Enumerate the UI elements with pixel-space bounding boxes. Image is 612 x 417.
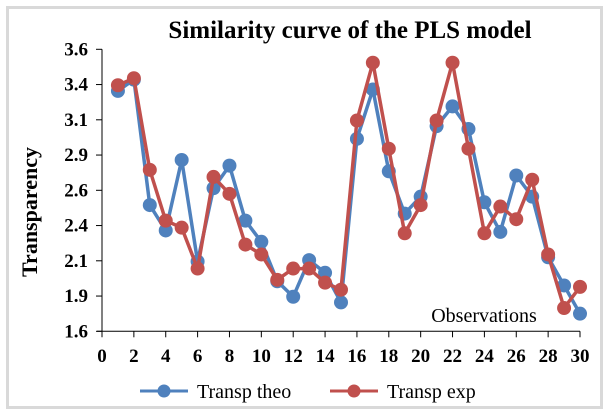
data-point [525,172,540,187]
legend-marker [347,384,361,398]
data-point [541,247,556,262]
data-point [238,237,253,252]
data-point [222,186,237,201]
legend-label: Transp theo [197,381,291,403]
data-point [509,168,524,183]
y-tick-label: 2.1 [64,251,88,272]
data-point [206,169,221,184]
axes: 1.61.92.12.42.62.93.13.43.60 2 4 6 8 10 12 14 16… [64,39,589,367]
data-point [349,113,364,128]
data-point [270,272,285,287]
y-tick-label: 2.6 [64,180,88,201]
series-transp-exp [110,55,587,316]
x-tick-label: 14 [316,346,336,367]
data-point [461,141,476,156]
x-tick-label: 16 [347,346,366,367]
data-point [142,198,157,213]
data-point [286,261,301,276]
data-point [286,289,301,304]
data-point [302,261,317,276]
data-point [318,265,333,280]
x-tick-label: 10 [252,346,271,367]
data-point [557,278,572,293]
legend-label: Transp exp [387,381,476,403]
data-point [397,226,412,241]
data-point [158,223,173,238]
x-tick-label: 26 [507,346,526,367]
data-point [158,213,173,228]
x-tick-label: 2 [129,346,139,367]
x-tick-label: 20 [411,346,430,367]
x-tick-label: 6 [193,346,203,367]
data-point [142,162,157,177]
y-tick-label: 1.6 [64,321,88,342]
data-point [557,301,572,316]
data-point [413,198,428,213]
legend-item: Transp theo [140,381,291,403]
data-point [254,234,269,249]
legend-item: Transp exp [330,381,476,403]
data-point [110,78,125,93]
data-point [126,71,141,86]
x-axis-title: Observations [431,305,537,327]
data-point [222,158,237,173]
y-tick-label: 3.1 [64,110,88,131]
x-tick-label: 24 [475,346,495,367]
y-axis-title: Transparency [17,147,42,277]
x-tick-label: 8 [225,346,235,367]
data-point [445,55,460,70]
x-tick-label: 22 [443,346,462,367]
data-point [254,247,269,262]
x-tick-label: 4 [161,346,171,367]
data-point [174,152,189,167]
legend: Transp theo Transp exp [140,381,476,403]
data-point [477,226,492,241]
data-point [334,282,348,297]
x-tick-label: 30 [571,346,590,367]
data-point [381,141,396,156]
series-layer [110,55,587,321]
data-point [334,295,348,310]
y-tick-label: 3.6 [64,39,88,60]
chart-title: Similarity curve of the PLS model [168,17,531,44]
data-point [318,275,333,290]
data-point [238,213,253,228]
x-tick-label: 18 [379,346,398,367]
y-tick-label: 2.9 [64,145,88,166]
data-point [445,99,460,114]
data-point [493,224,508,239]
data-point [190,261,205,276]
data-point [509,212,524,227]
data-point [573,279,587,294]
x-tick-label: 0 [97,346,107,367]
data-point [174,220,189,235]
y-tick-label: 2.4 [64,216,88,237]
data-point [365,55,380,70]
data-point [573,306,587,321]
legend-marker [157,384,171,398]
y-tick-label: 1.9 [64,286,88,307]
data-point [429,113,444,128]
x-tick-label: 12 [284,346,303,367]
x-tick-label: 28 [539,346,558,367]
data-point [493,199,508,214]
y-tick-label: 3.4 [64,75,88,96]
